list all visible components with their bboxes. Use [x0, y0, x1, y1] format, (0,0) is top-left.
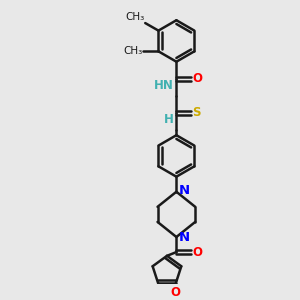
Text: N: N — [178, 231, 189, 244]
Text: O: O — [192, 246, 203, 259]
Text: N: N — [178, 184, 189, 197]
Text: S: S — [192, 106, 201, 119]
Text: CH₃: CH₃ — [125, 12, 144, 22]
Text: O: O — [192, 72, 203, 85]
Text: H: H — [164, 113, 174, 126]
Text: HN: HN — [154, 79, 174, 92]
Text: CH₃: CH₃ — [123, 46, 142, 56]
Text: O: O — [170, 286, 180, 299]
